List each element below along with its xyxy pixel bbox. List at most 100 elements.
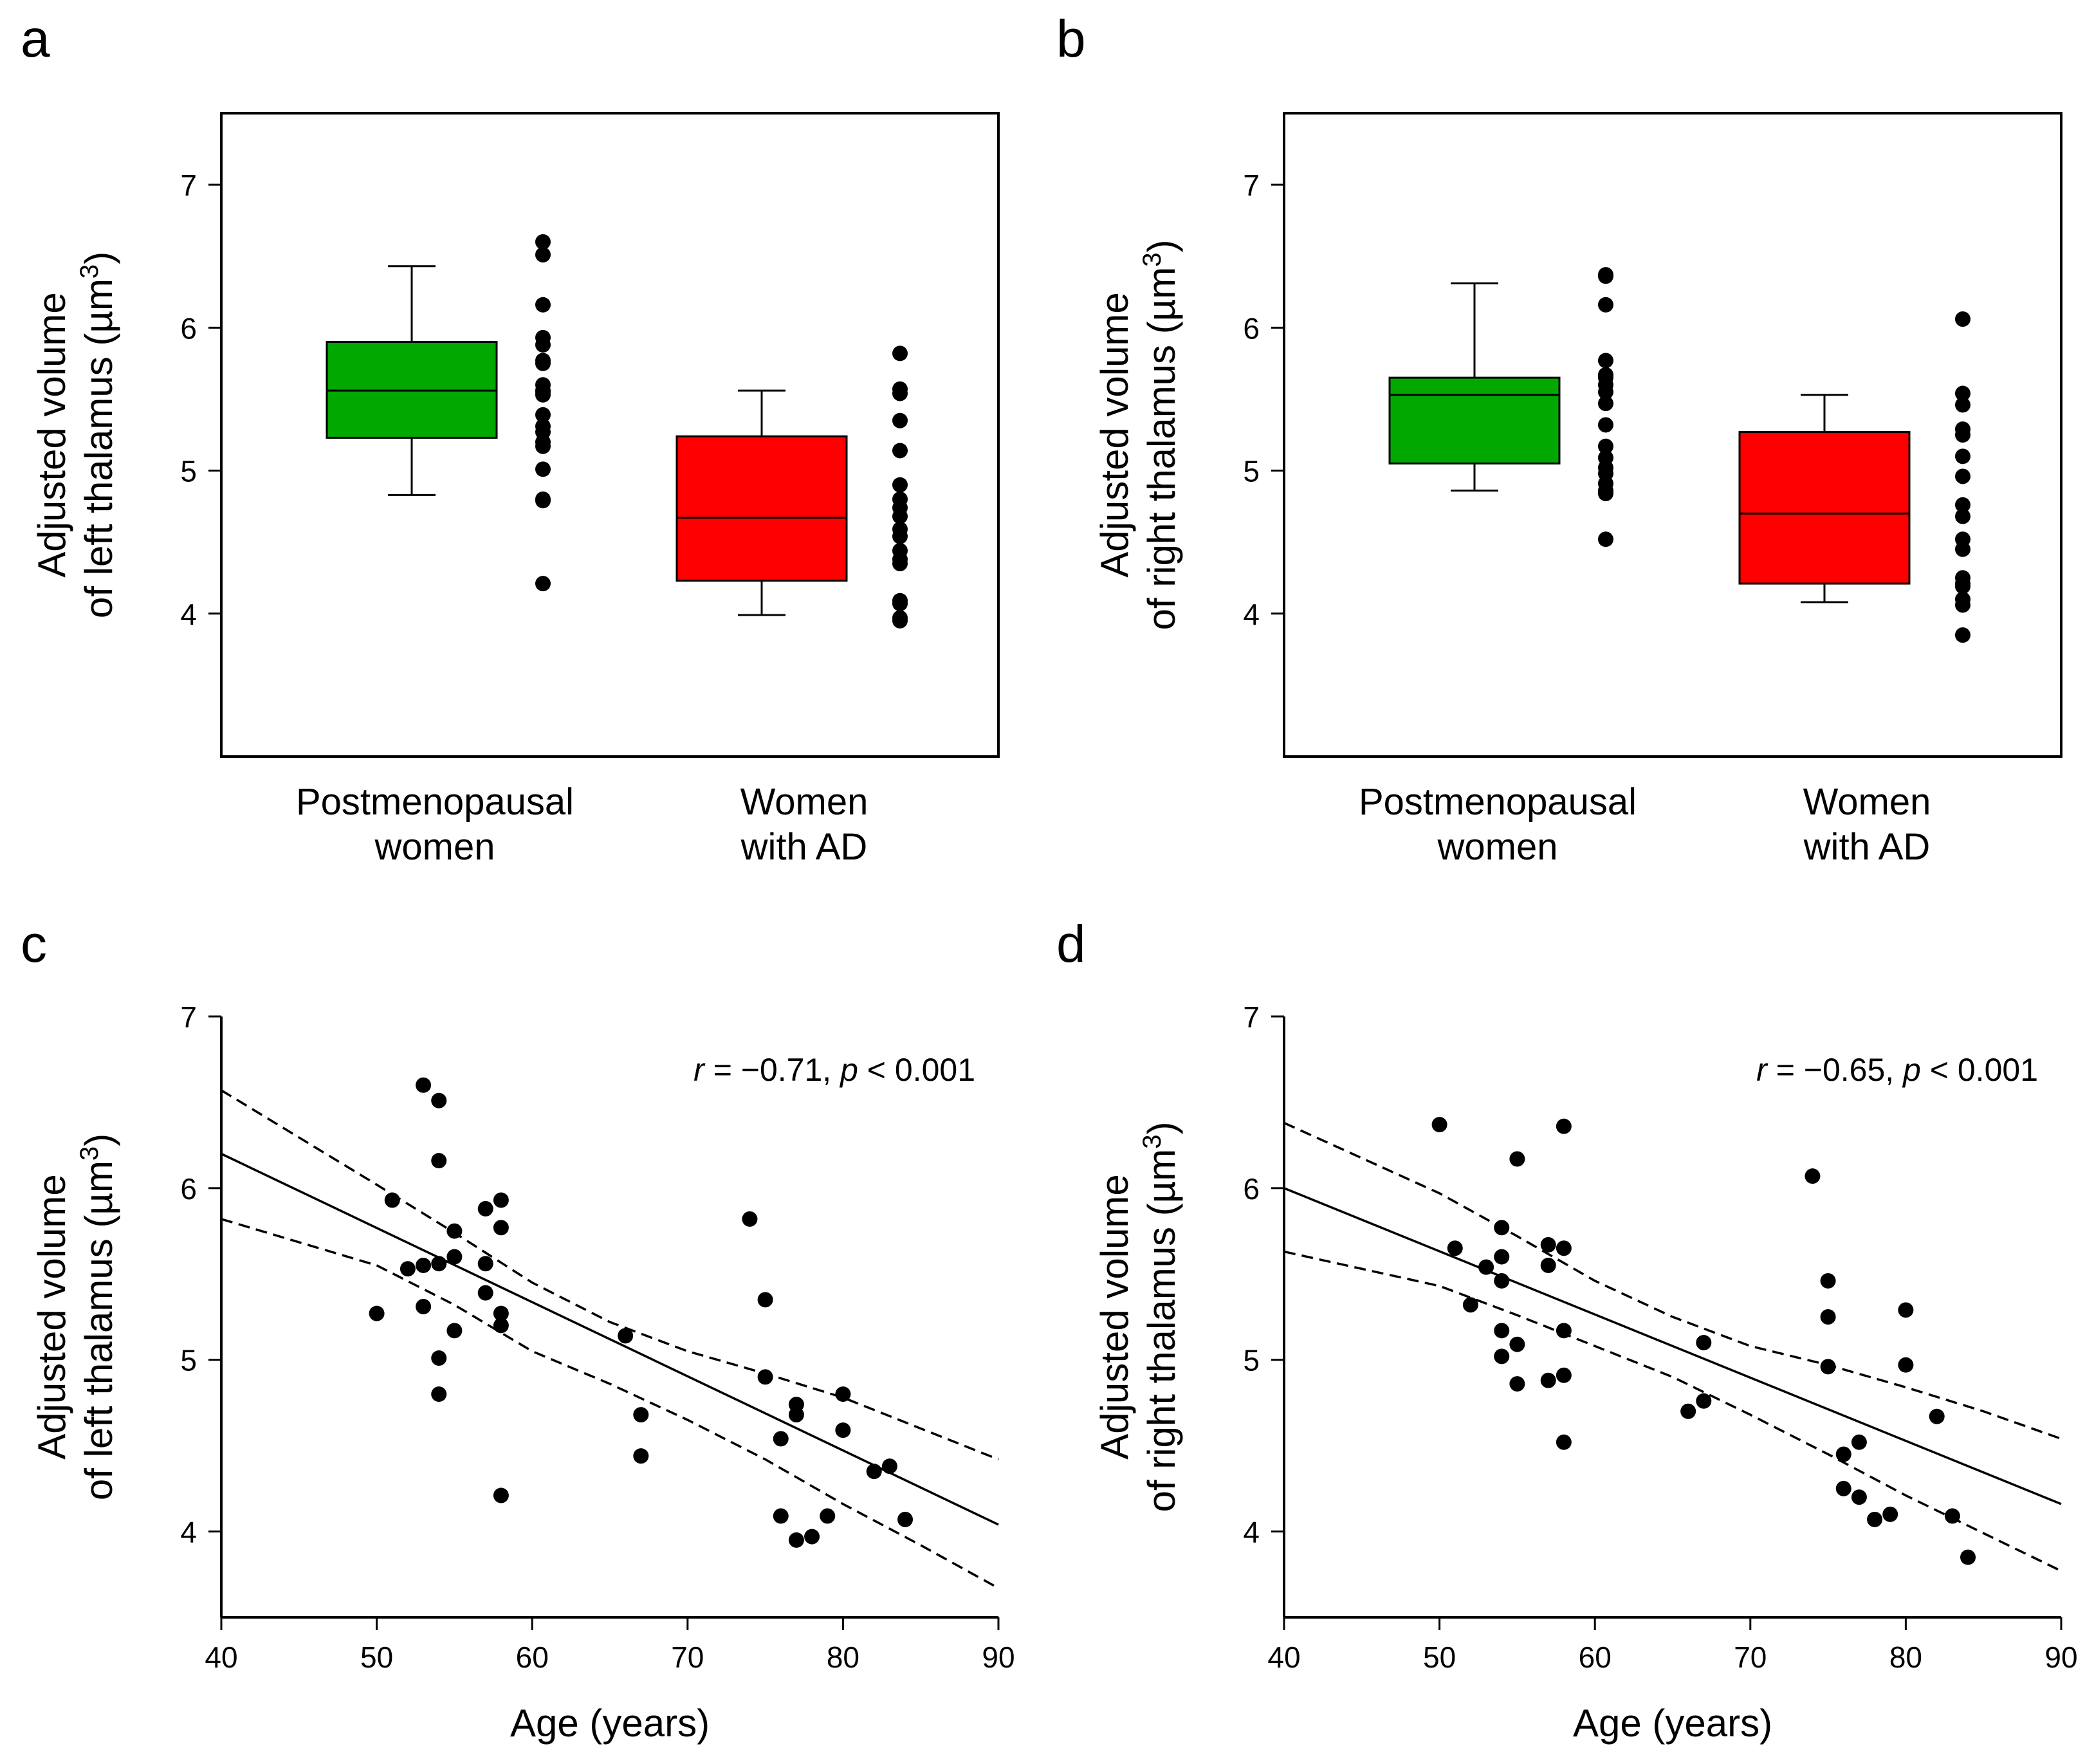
data-point	[1598, 531, 1613, 547]
panel-d-ytick-label: 5	[1243, 1344, 1260, 1377]
panel-d-regression-line	[1283, 1187, 2062, 1505]
panel-d-data-point	[1851, 1434, 1867, 1450]
panel-d-xtick-label: 60	[1579, 1640, 1612, 1674]
data-point	[1598, 438, 1613, 454]
panel-d-data-point	[1494, 1220, 1510, 1236]
panel-c-data-point	[431, 1386, 447, 1402]
group-label-line1: Postmenopausal	[1359, 781, 1637, 823]
panel-b-ytick-label: 7	[1243, 169, 1260, 202]
panel-a-ylabel-line1: Adjusted volume	[30, 292, 73, 578]
panel-d-ylabel-close: )	[1140, 1122, 1183, 1135]
panel-c-data-point	[493, 1305, 509, 1321]
stats-p: p	[1902, 1052, 1921, 1088]
panel-d-xtick-label: 90	[2044, 1640, 2077, 1674]
panel-d-xtick-label: 50	[1423, 1640, 1456, 1674]
panel-c-xtick-label: 50	[360, 1640, 393, 1674]
panel-c-ylabel-superscript: 3	[75, 1146, 104, 1161]
panel-c-data-point	[757, 1369, 773, 1385]
panel-d-data-point	[1696, 1393, 1712, 1409]
panel-a-frame	[220, 112, 1000, 758]
stats-p-value: < 0.001	[1921, 1052, 2038, 1088]
panel-d-data-point	[1898, 1302, 1914, 1318]
panel-c-data-point	[493, 1192, 509, 1208]
panel-d-data-point	[1509, 1336, 1525, 1352]
panel-b-letter: b	[1056, 10, 1086, 68]
panel-d-ylabel-line2: of right thalamus (µm3)	[1138, 1122, 1183, 1512]
panel-c-ylabel-line2: of left thalamus (µm3)	[75, 1134, 120, 1500]
panel-c-data-point	[384, 1192, 400, 1208]
panel-c-stats-annotation: r = −0.71, p < 0.001	[693, 1052, 975, 1088]
panel-c-data-point	[477, 1200, 493, 1217]
panel-c-ci-upper-line	[221, 1089, 999, 1461]
data-point	[892, 477, 908, 493]
panel-a-ylabel-close: )	[77, 252, 120, 264]
panel-c-data-point	[416, 1298, 432, 1314]
data-point	[1955, 427, 1970, 443]
data-point	[1955, 597, 1970, 613]
group-label-line1: Women	[1803, 781, 1931, 823]
data-point	[892, 508, 908, 524]
panel-d-data-point	[1556, 1323, 1572, 1339]
panel-b-ylabel-close: )	[1140, 240, 1183, 253]
panel-d-ytick-label: 4	[1243, 1516, 1260, 1549]
panel-c-data-point	[897, 1511, 914, 1527]
panel-c-data-point	[431, 1256, 447, 1272]
panel-b-ylabel-unit: of right thalamus (µm	[1140, 267, 1183, 630]
box	[675, 435, 848, 582]
panel-c-data-point	[446, 1249, 463, 1265]
data-point	[1955, 497, 1970, 513]
panel-c-ylabel-line1: Adjusted volume	[30, 1174, 73, 1460]
stats-r: r	[1756, 1052, 1768, 1088]
panel-d-data-point	[1447, 1240, 1463, 1256]
panel-d-data-point	[1540, 1236, 1556, 1253]
panel-d-data-point	[1556, 1434, 1572, 1450]
panel-b-frame	[1283, 112, 2062, 758]
data-point	[1955, 508, 1970, 524]
data-point	[892, 612, 908, 629]
data-point	[1598, 268, 1613, 284]
data-point	[892, 385, 908, 401]
panel-b-ytick-label: 6	[1243, 311, 1260, 345]
panel-d-stats-annotation: r = −0.65, p < 0.001	[1756, 1052, 2038, 1088]
panel-c-data-point	[773, 1508, 789, 1524]
data-point	[892, 528, 908, 544]
panel-d-data-point	[1820, 1359, 1836, 1375]
panel-c-data-point	[633, 1407, 649, 1423]
panel-c-xtick-label: 70	[671, 1640, 704, 1674]
panel-d-data-point	[1478, 1259, 1494, 1275]
panel-c-data-point	[618, 1328, 634, 1344]
panel-d-data-point	[1929, 1408, 1945, 1424]
panel-a-ylabel-unit: of left thalamus (µm	[77, 279, 120, 618]
panel-c-xlabel: Age (years)	[510, 1702, 710, 1745]
panel-c-data-point	[835, 1386, 851, 1402]
data-point	[1598, 417, 1613, 433]
panel-c-xtick-label: 90	[982, 1640, 1015, 1674]
data-point	[892, 412, 908, 428]
panel-d-data-point	[1944, 1508, 1960, 1524]
panel-d-data-point	[1462, 1297, 1478, 1313]
data-point	[535, 297, 551, 313]
panel-a-box-chart: 4 5 6 7 Adjusted volume of left thalamus (µm3…	[30, 112, 1000, 868]
panel-c-data-point	[835, 1422, 851, 1438]
data-point	[892, 556, 908, 571]
panel-d-data-point	[1882, 1506, 1898, 1522]
panel-d-data-point	[1835, 1446, 1851, 1462]
stats-p: p	[839, 1052, 858, 1088]
data-point	[535, 461, 551, 477]
panel-c-data-point	[742, 1211, 758, 1227]
panel-c-data-point	[788, 1532, 804, 1548]
panel-d-data-point	[1509, 1376, 1525, 1392]
panel-d-xtick-label: 40	[1267, 1640, 1300, 1674]
data-point	[1955, 627, 1970, 643]
data-point	[1598, 396, 1613, 412]
panel-d-ylabel-superscript: 3	[1138, 1134, 1166, 1148]
group-label-line1: Women	[740, 781, 868, 823]
panel-d-data-point	[1556, 1118, 1572, 1134]
panel-c-data-point	[416, 1077, 432, 1093]
panel-c-data-point	[416, 1257, 432, 1273]
panel-c-ytick-label: 5	[180, 1344, 197, 1377]
panel-d-data-point	[1820, 1272, 1836, 1289]
